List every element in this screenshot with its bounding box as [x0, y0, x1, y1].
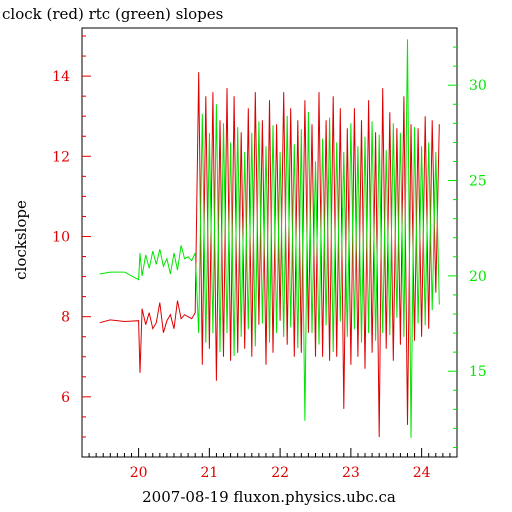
y-right-tick-label: 20 [469, 269, 487, 285]
y-left-tick-label: 14 [52, 69, 70, 85]
y-right-tick-label: 15 [469, 364, 487, 380]
x-tick-label: 22 [271, 465, 289, 481]
y-left-tick-label: 8 [61, 310, 70, 326]
y-right-tick-label: 25 [469, 174, 487, 190]
chart-title: clock (red) rtc (green) slopes [2, 5, 223, 23]
y-left-tick-label: 10 [52, 229, 70, 245]
x-tick-label: 24 [413, 465, 431, 481]
y-left-tick-label: 6 [61, 390, 70, 406]
series-clock-line [99, 72, 440, 438]
series-layer [99, 39, 440, 438]
axes-layer: 20 21 22 23 24 6 8 10 12 14 15 20 25 30 [52, 27, 487, 481]
plot-frame [81, 27, 458, 458]
x-tick-label: 21 [200, 465, 218, 481]
y-axis-label: clockslope [12, 200, 30, 280]
series-rtc-line [99, 39, 440, 438]
x-axis-label: 2007-08-19 fluxon.physics.ubc.ca [142, 488, 396, 506]
y-right-tick-label: 30 [469, 78, 487, 94]
y-left-tick-label: 12 [52, 149, 70, 165]
x-tick-label: 23 [342, 465, 360, 481]
x-tick-label: 20 [130, 465, 148, 481]
